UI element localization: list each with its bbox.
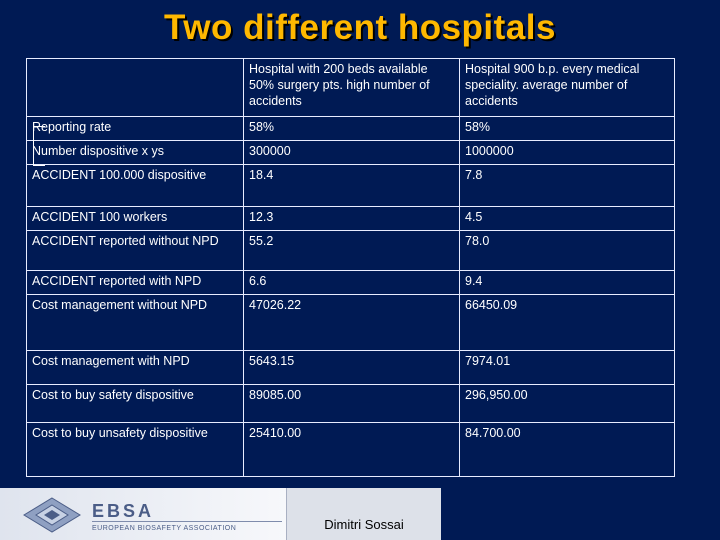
- table-row: Reporting rate 58% 58%: [26, 116, 675, 141]
- hospital-2-value: 9.4: [459, 270, 675, 295]
- hospital-1-value: 58%: [243, 116, 460, 141]
- hospital-1-value: 12.3: [243, 206, 460, 231]
- table-row: ACCIDENT 100 workers 12.3 4.5: [26, 206, 675, 231]
- hospital-2-value: 84.700.00: [459, 422, 675, 477]
- hospital-2-value: 66450.09: [459, 294, 675, 351]
- row-label: Number dispositive x ys: [26, 140, 244, 165]
- table-row: Cost to buy unsafety dispositive 25410.0…: [26, 422, 675, 477]
- row-label: ACCIDENT reported with NPD: [26, 270, 244, 295]
- hospital-1-value: 5643.15: [243, 350, 460, 385]
- table-row: ACCIDENT reported without NPD 55.2 78.0: [26, 230, 675, 271]
- row-label: Reporting rate: [26, 116, 244, 141]
- hospital-1-value: 55.2: [243, 230, 460, 271]
- hospital-1-value: 89085.00: [243, 384, 460, 423]
- table-row: Cost to buy safety dispositive 89085.00 …: [26, 384, 675, 423]
- hospital-1-value: 47026.22: [243, 294, 460, 351]
- slide-title: Two different hospitals: [164, 8, 556, 47]
- hospital-1-value: 6.6: [243, 270, 460, 295]
- hospital-2-value: 7974.01: [459, 350, 675, 385]
- bracket-decoration: [33, 126, 45, 166]
- logo-tagline: EUROPEAN BIOSAFETY ASSOCIATION: [92, 525, 237, 532]
- ebsa-logo: EBSA EUROPEAN BIOSAFETY ASSOCIATION: [0, 488, 288, 540]
- logo-divider: [92, 521, 282, 522]
- row-label: ACCIDENT 100 workers: [26, 206, 244, 231]
- table-row: Cost management with NPD 5643.15 7974.01: [26, 350, 675, 385]
- header-cell-hospital-2: Hospital 900 b.p. every medical speciali…: [459, 58, 675, 117]
- hospital-1-value: 25410.00: [243, 422, 460, 477]
- hospital-2-value: 1000000: [459, 140, 675, 165]
- row-label: ACCIDENT 100.000 dispositive: [26, 164, 244, 207]
- table-header-row: Hospital with 200 beds available 50% sur…: [26, 58, 675, 117]
- table-row: ACCIDENT reported with NPD 6.6 9.4: [26, 270, 675, 295]
- ebsa-emblem-icon: [23, 497, 81, 533]
- row-label: Cost to buy safety dispositive: [26, 384, 244, 423]
- author-name: Dimitri Sossai: [324, 517, 404, 532]
- hospital-1-value: 300000: [243, 140, 460, 165]
- table-row: Number dispositive x ys 300000 1000000: [26, 140, 675, 165]
- row-label: Cost to buy unsafety dispositive: [26, 422, 244, 477]
- header-cell-hospital-1: Hospital with 200 beds available 50% sur…: [243, 58, 460, 117]
- hospital-2-value: 58%: [459, 116, 675, 141]
- author-footer: Dimitri Sossai: [286, 488, 441, 540]
- table-row: ACCIDENT 100.000 dispositive 18.4 7.8: [26, 164, 675, 207]
- hospital-2-value: 296,950.00: [459, 384, 675, 423]
- hospital-2-value: 78.0: [459, 230, 675, 271]
- hospital-1-value: 18.4: [243, 164, 460, 207]
- header-cell-empty: [26, 58, 244, 117]
- logo-name: EBSA: [92, 501, 155, 521]
- hospital-2-value: 7.8: [459, 164, 675, 207]
- row-label: Cost management without NPD: [26, 294, 244, 351]
- row-label: Cost management with NPD: [26, 350, 244, 385]
- row-label: ACCIDENT reported without NPD: [26, 230, 244, 271]
- table-row: Cost management without NPD 47026.22 664…: [26, 294, 675, 351]
- comparison-table: Hospital with 200 beds available 50% sur…: [26, 58, 675, 477]
- hospital-2-value: 4.5: [459, 206, 675, 231]
